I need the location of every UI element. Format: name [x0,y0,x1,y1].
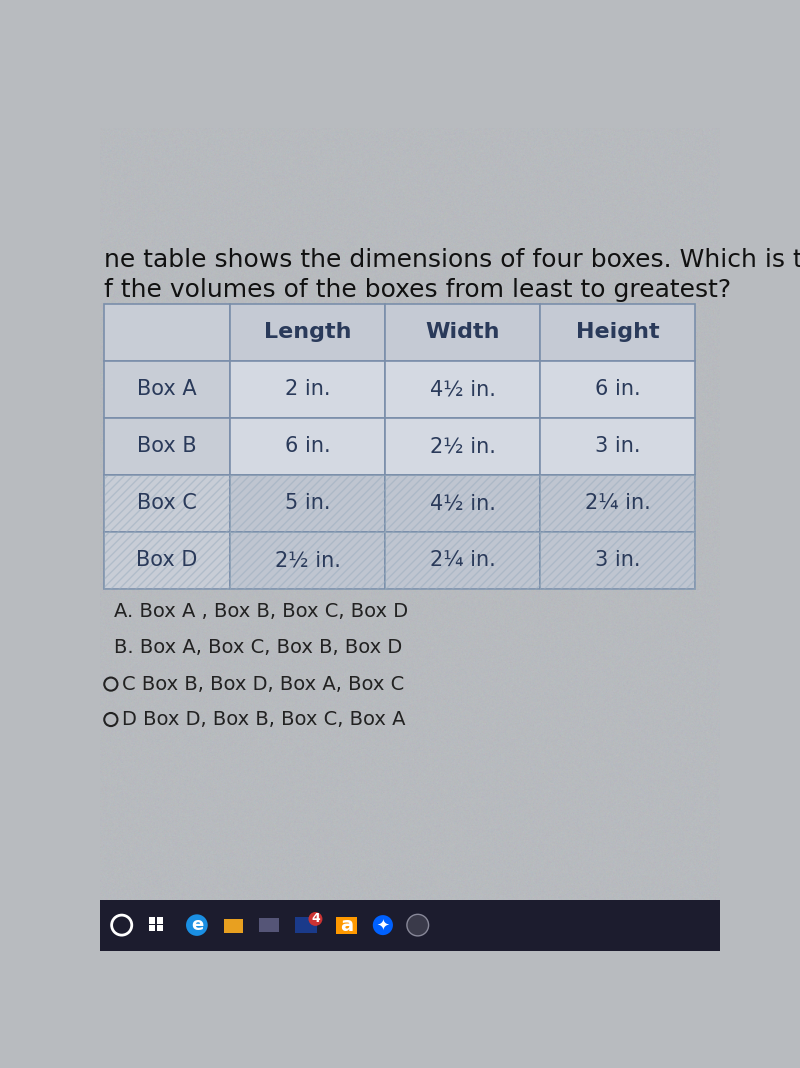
Bar [540,303,695,361]
Text: ne table shows the dimensions of four boxes. Which is the: ne table shows the dimensions of four bo… [104,248,800,271]
Text: D Box D, Box B, Box C, Box A: D Box D, Box B, Box C, Box A [122,710,405,729]
Text: f the volumes of the boxes from least to greatest?: f the volumes of the boxes from least to… [104,279,731,302]
Text: Box C: Box C [137,493,197,513]
Bar [540,361,695,418]
Bar [157,925,162,931]
Bar [104,303,230,361]
Bar [230,303,386,361]
Bar [224,918,243,932]
Bar [230,474,386,532]
Text: C Box B, Box D, Box A, Box C: C Box B, Box D, Box A, Box C [122,675,404,693]
Bar [295,917,317,932]
Text: 2 in.: 2 in. [285,379,330,399]
Bar [104,532,230,588]
Text: B. Box A, Box C, Box B, Box D: B. Box A, Box C, Box B, Box D [114,639,402,658]
Bar [386,474,540,532]
Text: Width: Width [426,323,500,342]
Text: 3 in.: 3 in. [595,550,641,570]
Text: 4½ in.: 4½ in. [430,493,496,513]
Text: A. Box A , Box B, Box C, Box D: A. Box A , Box B, Box C, Box D [114,602,408,622]
Text: 2½ in.: 2½ in. [274,550,341,570]
Text: 5 in.: 5 in. [285,493,330,513]
Circle shape [373,915,393,936]
Text: 6 in.: 6 in. [285,436,330,456]
Bar [230,532,386,588]
Bar [230,361,386,418]
Text: a: a [340,915,353,934]
Text: Box B: Box B [138,436,197,456]
Bar [104,361,230,418]
Bar [386,418,540,474]
Text: 2½ in.: 2½ in. [430,436,496,456]
Bar [386,532,540,588]
Text: Box D: Box D [136,550,198,570]
Bar [386,361,540,418]
Bar [104,418,230,474]
Bar [386,474,540,532]
Bar [230,418,386,474]
Text: e: e [190,916,203,934]
Bar [230,474,386,532]
Bar [157,917,162,924]
Bar [104,532,230,588]
Bar [540,532,695,588]
Text: 2¼ in.: 2¼ in. [430,550,495,570]
Text: Length: Length [264,323,351,342]
Circle shape [186,914,208,936]
Bar [259,918,279,932]
Text: Height: Height [576,323,659,342]
Text: 4½ in.: 4½ in. [430,379,496,399]
Bar [149,925,155,931]
Bar [104,474,230,532]
Text: ✦: ✦ [377,917,390,932]
Bar [100,900,720,951]
Text: Box A: Box A [138,379,197,399]
Bar [149,917,155,924]
Bar [386,532,540,588]
Bar [540,474,695,532]
Text: 4: 4 [311,912,320,926]
Text: 6 in.: 6 in. [595,379,641,399]
Bar [540,474,695,532]
Bar [540,418,695,474]
Bar [104,474,230,532]
Bar [230,532,386,588]
Bar [336,916,357,933]
Text: 2¼ in.: 2¼ in. [585,493,650,513]
Circle shape [309,912,322,926]
Bar [540,532,695,588]
Text: 3 in.: 3 in. [595,436,641,456]
Circle shape [407,914,429,936]
Bar [386,303,540,361]
